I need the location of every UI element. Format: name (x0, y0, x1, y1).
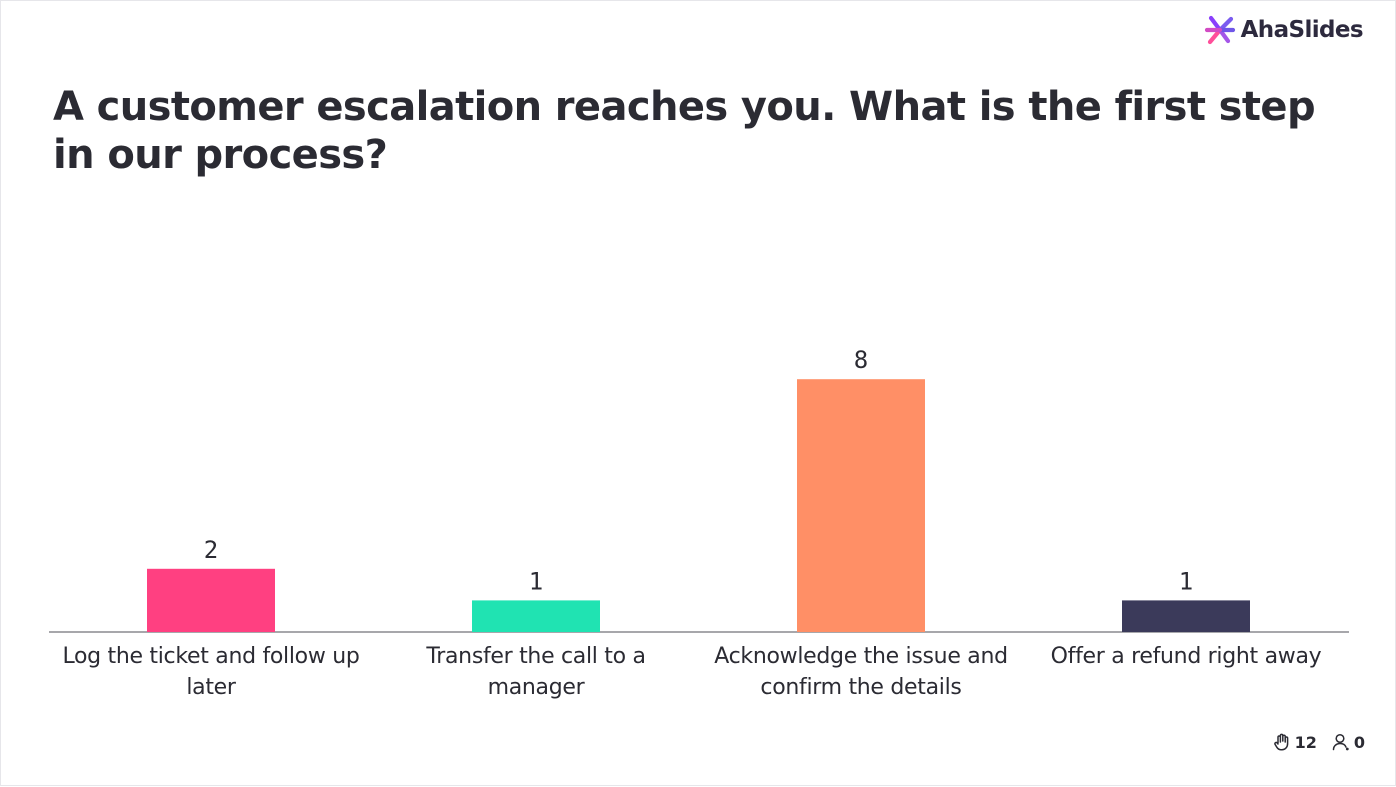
bar-2 (472, 600, 600, 632)
category-label-3: Acknowledge the issue and confirm the de… (714, 644, 1008, 700)
bar-value-label-4: 1 (1179, 567, 1193, 595)
participants-count[interactable]: 0 (1331, 732, 1365, 752)
reactions-count-value: 12 (1294, 732, 1317, 752)
brand-logo: AhaSlides (1203, 13, 1364, 47)
asterisk-burst-icon (1204, 15, 1235, 45)
bar-value-label-2: 1 (529, 567, 543, 595)
category-label-4: Offer a refund right away (1050, 644, 1322, 669)
reactions-count[interactable]: 12 (1272, 732, 1317, 752)
hand-icon (1273, 733, 1288, 751)
participants-count-value: 0 (1353, 732, 1365, 752)
brand-name: AhaSlides (1240, 17, 1364, 43)
category-label-2: Transfer the call to a manager (426, 644, 646, 700)
category-label-1: Log the ticket and follow up later (62, 644, 360, 700)
bar-1 (147, 568, 275, 632)
bar-3 (797, 379, 925, 632)
footer-stats: 12 0 (1272, 732, 1365, 752)
bar-4 (1122, 600, 1250, 632)
bar-value-label-1: 2 (204, 536, 218, 564)
person-icon (1332, 733, 1349, 751)
question-title: A customer escalation reaches you. What … (53, 84, 1316, 178)
bar-value-label-3: 8 (854, 346, 868, 374)
